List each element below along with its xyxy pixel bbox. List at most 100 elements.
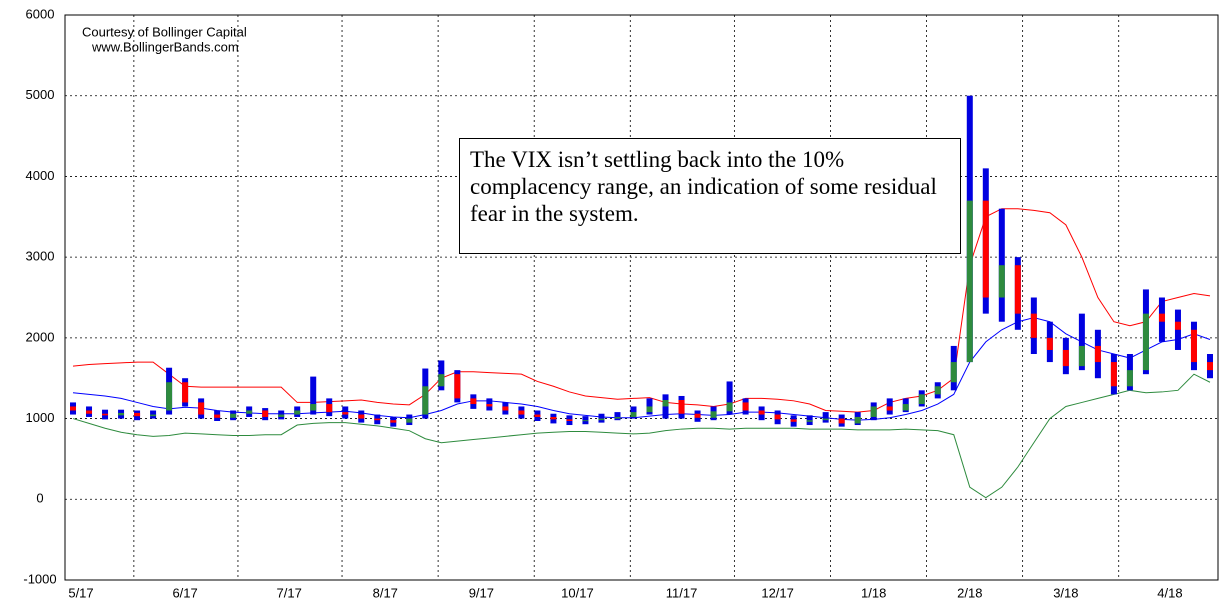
bar-body	[422, 386, 429, 415]
bar-body	[998, 265, 1005, 298]
x-tick-label: 5/17	[68, 585, 93, 600]
bar-body	[262, 410, 269, 417]
x-tick-label: 8/17	[373, 585, 398, 600]
bar-body	[854, 416, 861, 424]
bar-body	[630, 412, 637, 417]
bar-body	[902, 404, 909, 411]
bar-body	[1174, 321, 1181, 330]
bar-body	[886, 406, 893, 411]
y-tick-label: 2000	[26, 329, 55, 344]
bar-body	[230, 413, 237, 418]
bar-body	[582, 420, 589, 422]
bar-body	[614, 416, 621, 419]
bar-body	[134, 412, 141, 417]
bar-body	[70, 406, 77, 411]
bar-body	[518, 410, 525, 415]
bar-body	[326, 404, 333, 413]
bar-body	[710, 411, 717, 418]
bar-body	[1206, 362, 1213, 371]
bar-body	[374, 418, 381, 421]
bar-body	[1190, 329, 1197, 363]
bar-body	[918, 394, 925, 405]
bar-body	[790, 419, 797, 422]
bar-range	[822, 412, 829, 423]
bar-body	[870, 406, 877, 417]
bar-body	[662, 400, 669, 407]
x-tick-label: 7/17	[277, 585, 302, 600]
bar-body	[342, 412, 349, 415]
bar-body	[726, 402, 733, 412]
bar-body	[982, 200, 989, 298]
bar-body	[1110, 362, 1117, 387]
bar-body	[1126, 370, 1133, 387]
bar-body	[1142, 313, 1149, 371]
credit: Courtesy of Bollinger Capital	[82, 24, 247, 39]
bar-body	[166, 382, 173, 411]
x-tick-label: 6/17	[172, 585, 197, 600]
bar-body	[966, 200, 973, 363]
bar-body	[678, 400, 685, 414]
y-tick-label: 1000	[26, 410, 55, 425]
bar-body	[390, 420, 397, 423]
bar-body	[198, 402, 205, 415]
bar-body	[838, 418, 845, 424]
bar-body	[550, 416, 557, 420]
bar-body	[438, 374, 445, 387]
bar-body	[566, 419, 573, 421]
x-tick-label: 1/18	[861, 585, 886, 600]
x-tick-label: 10/17	[561, 585, 594, 600]
bar-range	[726, 381, 733, 415]
bar-body	[1046, 337, 1053, 350]
y-tick-label: -1000	[23, 571, 56, 586]
bar-body	[214, 414, 221, 418]
y-tick-label: 0	[36, 491, 43, 506]
bar-body	[1078, 345, 1085, 367]
bar-body	[694, 413, 701, 418]
bar-body	[598, 418, 605, 421]
bar-body	[934, 386, 941, 395]
bar-body	[1158, 313, 1165, 322]
bar-body	[806, 420, 813, 422]
bar-body	[470, 398, 477, 405]
band-line	[72, 317, 1211, 421]
y-tick-label: 5000	[26, 87, 55, 102]
band-line	[72, 208, 1211, 413]
x-tick-label: 9/17	[469, 585, 494, 600]
bar-body	[278, 414, 285, 417]
bar-body	[246, 410, 253, 414]
bar-body	[822, 418, 829, 421]
bar-range	[598, 413, 605, 423]
bar-body	[1094, 345, 1101, 363]
bar-range	[1078, 313, 1085, 371]
bar-body	[406, 418, 413, 423]
bar-body	[534, 414, 541, 417]
bar-body	[150, 414, 157, 417]
bar-body	[454, 374, 461, 399]
bar-body	[182, 382, 189, 403]
y-tick-label: 6000	[26, 6, 55, 21]
bar-body	[758, 410, 765, 415]
bar-body	[502, 406, 509, 411]
bar-body	[294, 410, 301, 415]
x-tick-label: 4/18	[1157, 585, 1182, 600]
bar-body	[86, 410, 93, 414]
x-tick-label: 2/18	[957, 585, 982, 600]
band-line	[72, 373, 1211, 499]
bar-range	[310, 376, 317, 415]
bar-body	[102, 413, 109, 416]
credit: www.BollingerBands.com	[91, 39, 239, 54]
bar-body	[950, 362, 957, 383]
bar-body	[486, 404, 493, 407]
y-tick-label: 3000	[26, 249, 55, 264]
bar-body	[1062, 349, 1069, 367]
bar-body	[646, 406, 653, 413]
bar-body	[774, 414, 781, 420]
bar-body	[1014, 265, 1021, 314]
bar-body	[1030, 313, 1037, 338]
x-tick-label: 11/17	[666, 585, 698, 600]
bar-body	[310, 404, 317, 411]
bar-body	[742, 402, 749, 411]
bar-body	[118, 412, 125, 416]
